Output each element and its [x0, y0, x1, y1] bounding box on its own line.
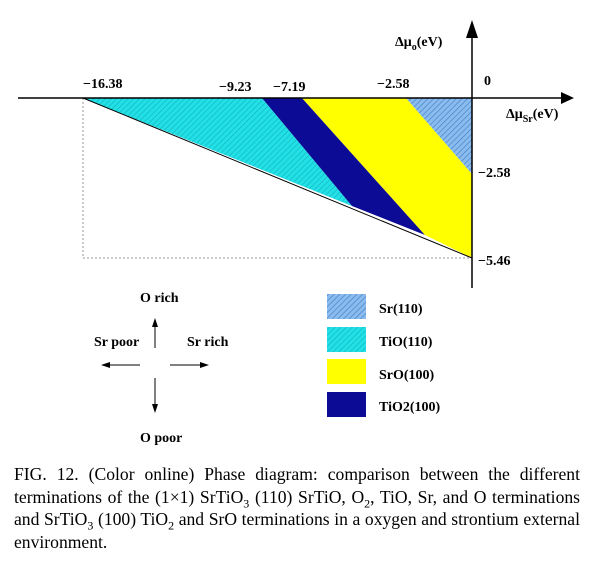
legend-swatch-sro-100 [327, 359, 366, 384]
y-tick-label: −2.58 [478, 166, 510, 181]
region-tio2-100 [262, 98, 425, 235]
region-sr-110 [406, 98, 472, 174]
y-axis-label: Δμo(eV) [395, 35, 443, 53]
bounding-box [82, 98, 472, 259]
x-axis-arrowhead [561, 92, 574, 104]
legend-swatch-tio-110 [327, 327, 366, 352]
y-axis-arrowhead [466, 20, 478, 38]
legend-label: TiO(110) [379, 335, 433, 350]
compass-down-label: O poor [140, 431, 182, 446]
phase-diagram: Δμo(eV) ΔμSr(eV) 0 −16.38 −9.23 −7.19 −2… [18, 20, 574, 446]
figure-caption: FIG. 12. (Color online) Phase diagram: c… [14, 464, 581, 552]
legend-label: TiO2(100) [379, 400, 441, 415]
compass-up-label: O rich [140, 291, 179, 306]
y-tick-label: −5.46 [478, 254, 510, 269]
legend-label: SrO(100) [379, 368, 435, 383]
legend-swatch-sr-110 [327, 294, 366, 319]
compass: O rich Sr poor Sr rich O poor [94, 291, 229, 446]
lower-boundary [82, 97, 473, 259]
compass-right-label: Sr rich [187, 335, 229, 350]
region-tio-110 [83, 98, 352, 206]
legend-swatch-tio2-100 [327, 392, 366, 417]
region-sro-100 [302, 98, 472, 258]
x-tick-label: −9.23 [219, 80, 251, 95]
x-axis-label: ΔμSr(eV) [506, 107, 559, 125]
legend: Sr(110) TiO(110) SrO(100) TiO2(100) [327, 294, 441, 417]
origin-label: 0 [484, 74, 491, 89]
x-tick-label: −16.38 [83, 77, 122, 92]
x-tick-label: −7.19 [273, 80, 305, 95]
compass-left-label: Sr poor [94, 335, 139, 350]
x-tick-label: −2.58 [377, 77, 409, 92]
legend-label: Sr(110) [379, 302, 423, 317]
